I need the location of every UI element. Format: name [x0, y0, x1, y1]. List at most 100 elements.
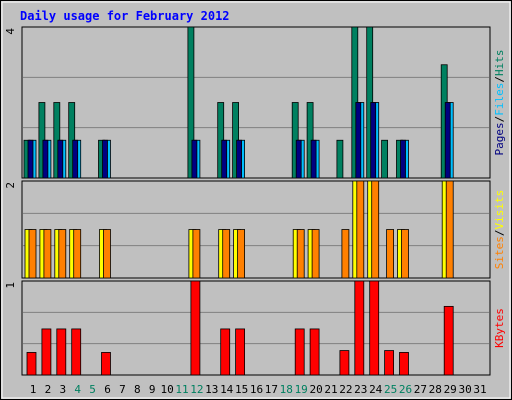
x-tick-label: 7 [119, 383, 126, 396]
bar [58, 229, 67, 279]
legend-entry: Visits [493, 190, 506, 230]
legend-separator: / [493, 76, 506, 83]
bar [191, 139, 198, 179]
bar [43, 229, 52, 279]
x-tick-label: 3 [59, 383, 66, 396]
bar [103, 229, 111, 279]
legend-entry: Sites [493, 236, 506, 269]
bar [401, 229, 409, 279]
x-tick-label: 11 [175, 383, 188, 396]
x-tick-label: 5 [89, 383, 96, 396]
panel [21, 280, 491, 376]
x-tick-label: 15 [235, 383, 248, 396]
x-tick-label: 2 [45, 383, 52, 396]
legend-entry: KBytes [493, 308, 506, 348]
panel [21, 180, 491, 279]
legend-entry: Hits [493, 50, 506, 77]
legend: KBytes [493, 308, 506, 348]
bar [57, 139, 64, 179]
x-tick-label: 12 [190, 383, 203, 396]
chart-title: Daily usage for February 2012 [20, 9, 230, 23]
x-tick-label: 16 [250, 383, 263, 396]
x-tick-label: 1 [30, 383, 37, 396]
x-tick-label: 28 [429, 383, 442, 396]
bar [399, 352, 409, 376]
bar [341, 229, 350, 279]
bar [354, 280, 365, 376]
bar [220, 328, 231, 376]
bar [295, 139, 302, 179]
x-tick-label: 27 [414, 383, 427, 396]
legend-entry: Pages [493, 122, 506, 155]
x-tick-label: 17 [265, 383, 278, 396]
bar [381, 139, 389, 179]
bar [237, 229, 246, 279]
bar [27, 139, 34, 179]
x-tick-label: 26 [399, 383, 412, 396]
bar [370, 102, 377, 179]
x-tick-label: 10 [160, 383, 173, 396]
x-tick-label: 9 [149, 383, 156, 396]
x-tick-label: 29 [444, 383, 457, 396]
panel [21, 26, 491, 179]
x-tick-label: 24 [369, 383, 383, 396]
bar [71, 328, 82, 376]
bar [371, 180, 380, 279]
bar [339, 350, 350, 376]
bar [42, 139, 49, 179]
x-tick-label: 8 [134, 383, 141, 396]
bar [28, 229, 37, 279]
bar [294, 328, 305, 376]
y-tick-label: 4 [4, 28, 17, 35]
x-tick-label: 13 [205, 383, 218, 396]
x-tick-label: 22 [339, 383, 352, 396]
x-tick-label: 6 [104, 383, 111, 396]
bar [445, 180, 454, 279]
bar [26, 352, 37, 376]
bar [443, 305, 454, 376]
bar [192, 229, 201, 279]
bar [102, 139, 108, 179]
legend-separator: / [493, 230, 506, 237]
bar [235, 328, 246, 376]
x-tick-label: 19 [295, 383, 308, 396]
bar [236, 139, 243, 179]
legend: Sites/Visits [493, 190, 506, 270]
legend-entry: Files [493, 83, 506, 116]
y-tick-label: 1 [4, 282, 17, 289]
x-tick-label: 23 [354, 383, 367, 396]
bar [356, 180, 365, 279]
bar [101, 352, 111, 376]
bar [336, 139, 344, 179]
x-tick-label: 31 [473, 383, 486, 396]
bar [73, 229, 82, 279]
bar [400, 139, 406, 179]
bar [190, 280, 201, 376]
x-tick-label: 20 [309, 383, 322, 396]
bar [309, 328, 320, 376]
bar [444, 102, 451, 179]
x-tick-label: 14 [220, 383, 234, 396]
bar [41, 328, 52, 376]
bar [369, 280, 380, 376]
legend-separator: / [493, 116, 506, 123]
bar [187, 26, 195, 179]
x-tick-label: 21 [324, 383, 337, 396]
x-tick-label: 30 [458, 383, 471, 396]
x-tick-label: 18 [280, 383, 293, 396]
bar [222, 229, 231, 279]
bar [221, 139, 228, 179]
bar [296, 229, 305, 279]
bar [56, 328, 67, 376]
y-tick-label: 2 [4, 182, 17, 189]
bar [384, 350, 395, 376]
bar [311, 229, 320, 279]
legend: Pages/Files/Hits [493, 50, 506, 156]
bar [310, 139, 317, 179]
bar [386, 229, 395, 279]
bar [72, 139, 79, 179]
bar [355, 102, 362, 179]
x-tick-label: 4 [74, 383, 81, 396]
